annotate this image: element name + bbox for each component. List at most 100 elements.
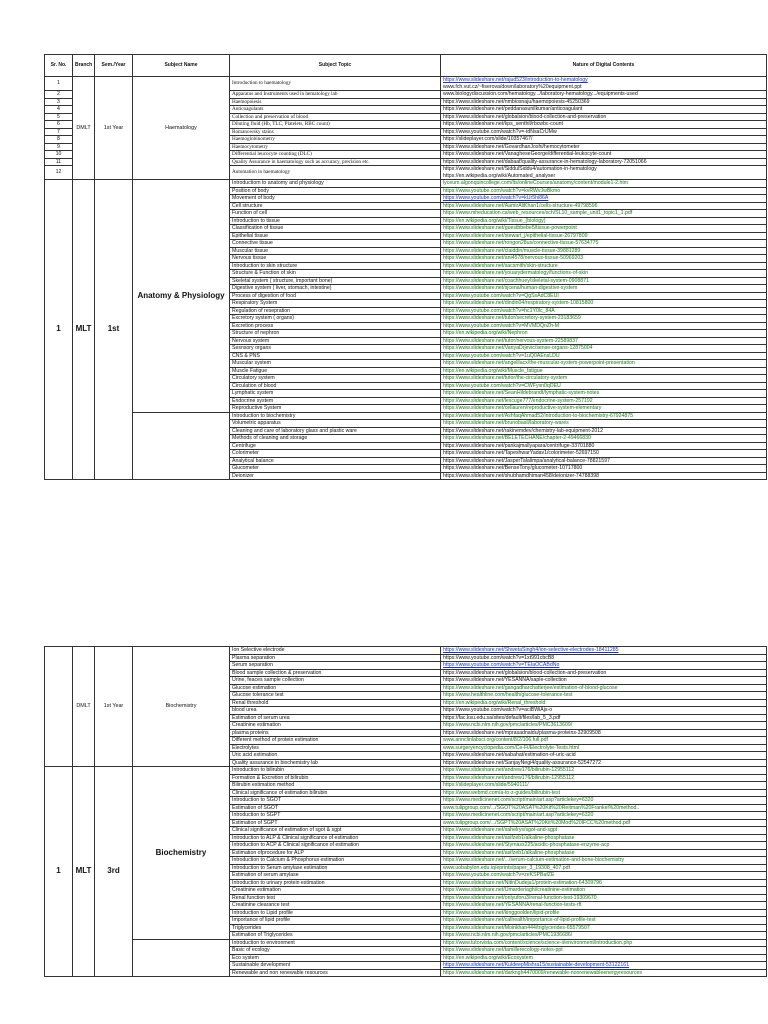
digital-content-link[interactable]: https://www.slideshare.net/BELETECHANE/c…: [443, 435, 591, 441]
digital-content-link[interactable]: https://www.slideshare.net/andrew176/bil…: [443, 767, 575, 773]
digital-content-link[interactable]: https://www.slideshare.net/YESANNA/renal…: [443, 902, 582, 908]
digital-content-link[interactable]: https://www.slideshare.net/asifzeb1/alka…: [443, 849, 575, 856]
digital-content-link[interactable]: https://www.slideshare.net/asifzeb1/alka…: [443, 834, 575, 841]
digital-content-link[interactable]: https://www.slideshare.net/andrew176/bil…: [443, 774, 575, 781]
digital-content-link[interactable]: https://www.slideshare.net/AamirAliKhan1…: [443, 202, 598, 209]
digital-content-link[interactable]: https://www.slideshare.net/sjcena/human-…: [443, 285, 578, 291]
digital-content-link[interactable]: https://www.youtube.com/watch?v=1xt991cb…: [443, 654, 555, 661]
digital-content-link[interactable]: www.fch.vut.cz/~fiserova/down/laboratory…: [443, 83, 582, 90]
digital-content-link[interactable]: https://www.slideshare.net/TapeshwarYada…: [443, 450, 599, 456]
digital-content-link[interactable]: https://www.slideshare.net/peddanasunilk…: [443, 106, 583, 112]
digital-content-link[interactable]: https://www.slideshare.net/tutor/secreto…: [443, 315, 581, 321]
digital-content-link[interactable]: https://www.youtube.com/watch?v=-tdNsaCr…: [443, 128, 557, 135]
digital-content-link[interactable]: https://www.slideshare.net/dabaaf/qualit…: [443, 158, 647, 165]
digital-content-link[interactable]: https://www.slideshare.net/dindin04/resp…: [443, 300, 594, 306]
digital-content-link[interactable]: https://www.slideshare.net/Moinkhan444/t…: [443, 924, 590, 931]
digital-content-link[interactable]: https://www.medicinenet.com/script/main/…: [443, 812, 594, 818]
digital-content-link[interactable]: https://www.youtube.com/watch?v=aciBWiAj…: [443, 707, 553, 713]
digital-content-link[interactable]: https://www.slideshare.net/youarydermato…: [443, 270, 589, 276]
digital-content-link[interactable]: https://www.ncbi.nlm.nih.gov/pmc/article…: [443, 722, 573, 728]
digital-content-link[interactable]: https://en.wikipedia.org/wiki/Nephron: [443, 330, 528, 336]
digital-content-link[interactable]: https://www.slideshare.net/tutor/the-cir…: [443, 375, 568, 381]
digital-content-link[interactable]: https://www.medicinenet.com/script/main/…: [443, 797, 594, 803]
digital-content-link[interactable]: https://www.slideshare.net/globalsion/bl…: [443, 669, 607, 676]
digital-content-link[interactable]: https://www.slideshare.net/tutor/nervous…: [443, 337, 578, 344]
digital-content-cell: https://www.slideshare.net/pankajmallyap…: [440, 441, 767, 450]
digital-content-link[interactable]: https://www.slideshare.net/lexcuge777/en…: [443, 397, 593, 404]
digital-content-link[interactable]: https://www.youtube.com/watch?v=zeKSPBaf…: [443, 872, 555, 878]
digital-content-link[interactable]: https://en.wikipedia.org/wiki/Ecosystem: [443, 954, 533, 961]
digital-content-cell: https://www.slideshare.net/darkngh447000…: [440, 968, 767, 977]
digital-content-link[interactable]: https://www.slideshare.net/ShwetaSingh4/…: [443, 647, 619, 653]
digital-content-link[interactable]: www.annclinlabsci.org/content/8/2/106.fu…: [443, 737, 548, 743]
digital-content-link[interactable]: https://www.slideshare.net/JasperTalalim…: [443, 457, 610, 464]
digital-content-link[interactable]: https://www.slideshare.net/SiddulSiddu4/…: [443, 166, 597, 173]
digital-content-link[interactable]: https://www.slideshare.net/guestbbebe5/t…: [443, 225, 577, 231]
digital-content-link[interactable]: https://www.youtube.com/watch?v=CWFyxn0q…: [443, 382, 561, 389]
digital-content-link[interactable]: https://www.slideshare.net/Stymass225/ac…: [443, 842, 610, 848]
digital-content-link[interactable]: https://www.youtube.com/watch?v=TEIaOCAB…: [443, 662, 560, 668]
digital-content-link[interactable]: https://www.slideshare.net/coachhuey/ske…: [443, 277, 589, 284]
digital-content-link[interactable]: https://www.slideshare.net/GovardhanJosh…: [443, 143, 580, 150]
digital-content-link[interactable]: https://www.slideshare.net/darkngh447000…: [443, 969, 642, 976]
digital-content-link[interactable]: https://www.slideshare.net/.../serum-cal…: [443, 857, 625, 863]
digital-content-link[interactable]: https://www.slideshare.net/sacsmith/skin…: [443, 262, 558, 269]
digital-content-link[interactable]: www.surgeryencyclopedia.com/Ce-Fi/Electr…: [443, 744, 580, 751]
digital-content-link[interactable]: lyceum.algonquincollege.com/lts/onlineCo…: [443, 180, 629, 186]
digital-content-link[interactable]: https://www.slideshare.net/calhealth/imp…: [443, 917, 596, 923]
digital-content-link[interactable]: https://www.youtube.com/watch?v=MVMDQnZh…: [443, 322, 560, 329]
digital-content-link[interactable]: https://slideplayer.com/slide/10357467/: [443, 136, 533, 142]
digital-content-link[interactable]: https://www.slideshare.net/SeanHildebran…: [443, 390, 600, 396]
digital-content-link[interactable]: https://www.slideshare.net/Umarderiaghi/…: [443, 887, 586, 893]
digital-content-link[interactable]: https://fac.ksu.edu.sa/sites/default/fil…: [443, 714, 561, 721]
digital-content-link[interactable]: https://www.youtube.com/watch?v=1uQ0AEns…: [443, 352, 560, 359]
digital-content-link[interactable]: https://en.wikipedia.org/wiki/Muscle_fat…: [443, 367, 543, 374]
digital-content-link[interactable]: https://www.slideshare.net/NitinDudeja1/…: [443, 879, 602, 886]
digital-content-link[interactable]: https://www.youtube.com/watch?v=hc1Y0lc_…: [443, 307, 555, 314]
digital-content-link[interactable]: https://www.slideshare.net/VanagheseGeor…: [443, 151, 612, 157]
digital-content-link[interactable]: https://www.youtube.com/watch?v=kvRWvJwB…: [443, 187, 561, 194]
digital-content-link[interactable]: https://www.slideshare.net/rongon28us/co…: [443, 240, 599, 246]
digital-content-link[interactable]: https://www.slideshare.net/nmbiosnaju/ha…: [443, 98, 590, 105]
digital-content-link[interactable]: https://www.slideshare.net/cellauren/rep…: [443, 405, 602, 411]
digital-content-link[interactable]: https://www.slideshare.net/rajud523/intr…: [443, 77, 588, 84]
digital-content-link[interactable]: https://www.tutorvista.com/content/scien…: [443, 939, 633, 946]
digital-content-link[interactable]: https://www.slideshare.net/claiddin/musc…: [443, 247, 581, 254]
digital-content-link[interactable]: https://www.webmd.com/a-to-z-guides/bili…: [443, 789, 561, 796]
digital-content-link[interactable]: https://www.slideshare.net/tamillerecolo…: [443, 947, 563, 953]
digital-content-link[interactable]: https://en.wikipedia.org/wiki/Renal_thre…: [443, 699, 546, 706]
digital-content-link[interactable]: https://www.slideshare.net/BenseTony/glu…: [443, 465, 583, 471]
digital-content-link[interactable]: https://www.mheducation.ca/web_resources…: [443, 210, 633, 216]
digital-content-link[interactable]: https://www.slideshare.net/kinggoolden/l…: [443, 909, 560, 916]
digital-content-link[interactable]: https://www.slideshare.net/AshfaqAhmad52…: [443, 412, 634, 419]
digital-content-link[interactable]: https://www.slideshare.net/YESANNA/saple…: [443, 677, 567, 683]
digital-content-link[interactable]: https://slideplayer.com/slide/5940111/: [443, 782, 529, 788]
digital-content-link[interactable]: https://www.youtube.com/watch?v=kUr5hi86…: [443, 195, 549, 201]
digital-content-link[interactable]: https://www.slideshare.net/shubhamdhiman…: [443, 472, 600, 479]
digital-content-link[interactable]: www.uobabylon.edu.iq/eprints/paper_3_193…: [443, 864, 570, 871]
digital-content-link[interactable]: https://www.slideshare.net/globalsion/bl…: [443, 113, 607, 120]
digital-content-link[interactable]: https://www.slideshare.net/stewart_j/epi…: [443, 232, 588, 239]
digital-content-link[interactable]: https://www.slideshare.net/sabahat/estim…: [443, 752, 576, 758]
digital-content-link[interactable]: https://www.ncbi.nlm.nih.gov/pmc/article…: [443, 932, 573, 938]
digital-content-link[interactable]: https://www.slideshare.net/rakinemdev/ch…: [443, 427, 604, 434]
digital-content-link[interactable]: https://www.youtube.com/watch?v=QgSsAdC8…: [443, 292, 559, 299]
digital-content-link[interactable]: https://www.slideshare.net/onlyuforu3/re…: [443, 894, 597, 901]
digital-content-link[interactable]: www.tulipgroup.com/.../SGOT%20ASAT%20Kit…: [443, 804, 640, 811]
digital-content-link[interactable]: https://www.slideshare.net/SanjayNegi4/q…: [443, 759, 602, 766]
digital-content-link[interactable]: https://www.slideshare.net/KuldeepMishra…: [443, 962, 629, 968]
digital-content-link[interactable]: https://www.slideshare.net/ani4578/nervo…: [443, 255, 584, 261]
digital-content-link[interactable]: https://www.slideshare.net/angelilacx/th…: [443, 360, 635, 366]
digital-content-link[interactable]: https://www.healthline.com/health/glucos…: [443, 692, 573, 698]
digital-content-link[interactable]: www.tulipgroup.com/.../SGPT%20ASAT%20Kit…: [443, 819, 631, 826]
digital-content-link[interactable]: https://www.slideshare.net/kps_senthil/r…: [443, 121, 563, 127]
digital-content-link[interactable]: https://www.slideshare.net/mprasadnaidu/…: [443, 729, 601, 736]
digital-content-link[interactable]: https://www.slideshare.net/gangadharchat…: [443, 684, 618, 691]
digital-content-link[interactable]: www.biologydiscussion.com/hematology.../…: [443, 91, 638, 97]
digital-content-link[interactable]: https://www.slideshare.net/pankajmallyap…: [443, 442, 595, 449]
digital-content-link[interactable]: https://www.slideshare.net/brunobasil/la…: [443, 420, 569, 426]
digital-content-link[interactable]: https://en.wikipedia.org/wiki/Tissue_(bi…: [443, 217, 546, 224]
digital-content-link[interactable]: https://www.slideshare.net/VanyaDrjevic/…: [443, 345, 593, 351]
digital-content-link[interactable]: https://www.slideshare.net/sahelrys/sgot…: [443, 827, 558, 833]
digital-content-link[interactable]: https://en.wikipedia.org/wiki/Automated_…: [443, 172, 556, 179]
